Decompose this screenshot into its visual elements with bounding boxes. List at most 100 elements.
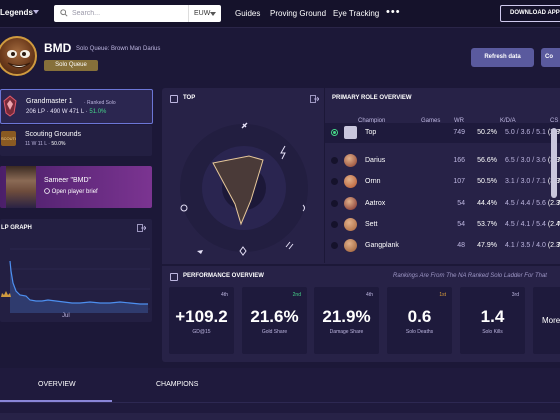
champion-name: Ornn xyxy=(365,178,381,185)
stat-card: 1st 0.6 Solo Deaths xyxy=(387,287,452,354)
champion-kda: 4.1 / 3.5 / 4.0 (2.30) xyxy=(505,242,560,249)
row-select-radio[interactable] xyxy=(331,157,338,164)
performance-note: Rankings Are From The NA Ranked Solo Lad… xyxy=(393,273,547,279)
stat-label: GD@15 xyxy=(192,329,211,335)
crown-icon xyxy=(1,291,11,297)
avatar xyxy=(0,36,37,76)
lp-area xyxy=(10,261,148,313)
kda-values: 5.0 / 3.6 / 5.1 xyxy=(505,129,546,136)
stat-rank: 4th xyxy=(221,292,228,298)
tab-divider xyxy=(0,402,560,403)
row-select-radio[interactable] xyxy=(331,178,338,185)
tab-champions[interactable]: CHAMPIONS xyxy=(156,381,199,388)
stat-card: 2nd 21.6% Gold Share xyxy=(242,287,307,354)
solo-queue-title: Solo Queue: Brown Man Darius xyxy=(76,46,161,52)
search-input[interactable] xyxy=(72,7,237,20)
kda-ratio: (2.40) xyxy=(547,221,560,228)
pro-player-photo xyxy=(6,166,36,208)
rank-lp-line: 206 LP · 490 W 471 L · xyxy=(26,109,90,115)
row-select-radio[interactable] xyxy=(331,242,338,249)
champion-winrate: 47.9% xyxy=(477,242,497,249)
ward-icon xyxy=(239,246,247,256)
chevron-down-icon xyxy=(210,12,216,16)
lp-graph-card: LP GRAPH Jul xyxy=(0,219,152,322)
tab-overview[interactable]: OVERVIEW xyxy=(38,381,76,388)
kda-values: 3.1 / 3.0 / 7.1 xyxy=(505,178,546,185)
role-filter-icon[interactable] xyxy=(170,95,178,103)
aatrox-icon xyxy=(344,197,357,210)
download-app-button[interactable]: DOWNLOAD APP xyxy=(500,5,560,22)
secondary-header-button[interactable]: Co xyxy=(541,48,560,67)
brand-label[interactable]: Legends xyxy=(0,8,33,17)
playstyle-radar-chart xyxy=(180,122,308,256)
avatar-face-icon xyxy=(7,50,31,68)
bottom-tab-bar: OVERVIEW CHAMPIONS xyxy=(0,368,560,420)
more-stats-button[interactable]: More xyxy=(533,287,560,354)
champion-games: 749 xyxy=(453,129,465,136)
champion-winrate: 50.5% xyxy=(477,178,497,185)
sett-icon xyxy=(344,218,357,231)
grandmaster-emblem-icon xyxy=(3,95,17,117)
champion-winrate: 56.6% xyxy=(477,157,497,164)
row-select-radio[interactable] xyxy=(331,200,338,207)
champion-games: 107 xyxy=(453,178,465,185)
row-select-radio[interactable] xyxy=(331,129,338,136)
expand-icon[interactable] xyxy=(137,224,146,232)
stat-value: 1.4 xyxy=(480,307,505,326)
scouting-record-line: 11 W 11 L · xyxy=(25,141,52,147)
pro-player-card[interactable]: Sameer "BMD" Open player brief xyxy=(0,166,152,208)
stat-label: Gold Share xyxy=(261,329,288,335)
table-row[interactable]: Gangplank 48 47.9% 4.1 / 3.5 / 4.0 (2.30)7 xyxy=(325,236,560,256)
stat-value: 21.6% xyxy=(250,307,299,326)
nav-link-eye-tracking[interactable]: Eye Tracking xyxy=(333,9,380,18)
solo-queue-tag: Solo Queue xyxy=(44,60,98,71)
champion-winrate: 50.2% xyxy=(477,129,497,136)
region-select[interactable]: EUW xyxy=(188,5,221,22)
performance-title: PERFORMANCE OVERVIEW xyxy=(183,273,264,279)
nav-link-guides[interactable]: Guides xyxy=(235,9,261,18)
lp-graph-title: LP GRAPH xyxy=(1,225,32,231)
kda-values: 6.5 / 3.0 / 3.6 xyxy=(505,157,546,164)
stat-rank: 2nd xyxy=(292,292,301,298)
row-select-radio[interactable] xyxy=(331,221,338,228)
champion-name: Gangplank xyxy=(365,242,399,249)
expand-icon[interactable] xyxy=(310,95,319,103)
scouting-grounds-card[interactable]: SCOUTING Scouting Grounds 11 W 11 L · 50… xyxy=(0,125,152,156)
table-scrollbar[interactable] xyxy=(551,128,557,198)
champion-games: 48 xyxy=(457,242,465,249)
champion-name: Darius xyxy=(365,157,386,164)
section-divider xyxy=(162,264,560,266)
shoe-icon xyxy=(197,250,203,254)
brand-dropdown-icon[interactable] xyxy=(33,10,39,14)
stat-value: 21.9% xyxy=(322,307,371,326)
kda-ratio: (2.30) xyxy=(547,242,560,249)
scouting-winrate: 50.0% xyxy=(51,141,66,147)
stat-rank: 3rd xyxy=(511,292,519,298)
summoner-name: BMD xyxy=(44,41,72,55)
top-lane-icon xyxy=(344,126,357,139)
target-icon xyxy=(180,204,188,212)
champion-cs: 7 xyxy=(557,178,560,185)
champion-cs: 7 xyxy=(557,129,560,136)
vision-icon xyxy=(302,204,305,212)
open-player-brief-link[interactable]: Open player brief xyxy=(44,188,98,195)
table-row[interactable]: Sett 54 53.7% 4.5 / 4.1 / 5.4 (2.40)7 xyxy=(325,215,560,235)
more-menu-icon[interactable]: ••• xyxy=(386,6,401,18)
lp-line xyxy=(9,260,148,305)
stat-value: +109.2 xyxy=(175,307,228,326)
table-row[interactable]: Aatrox 54 44.4% 4.5 / 4.4 / 5.6 (2.30)7 xyxy=(325,194,560,214)
claw-icon xyxy=(285,241,294,250)
col-wr: WR xyxy=(454,118,464,124)
rank-card[interactable]: Grandmaster 1 · Ranked Solo 206 LP · 490… xyxy=(0,89,153,124)
refresh-data-button[interactable]: Refresh data xyxy=(471,48,534,67)
top-navigation-bar: Legends EUW Guides Proving Ground Eye Tr… xyxy=(0,0,560,28)
stat-rank: 1st xyxy=(439,292,446,298)
champion-name: Top xyxy=(365,129,377,136)
scouting-grounds-title: Scouting Grounds xyxy=(25,131,82,138)
nav-link-proving-ground[interactable]: Proving Ground xyxy=(270,9,327,18)
lightning-icon xyxy=(280,145,286,160)
panel-divider xyxy=(324,88,325,263)
